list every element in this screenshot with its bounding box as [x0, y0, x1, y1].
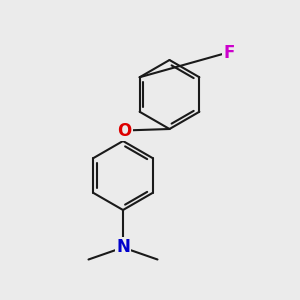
Text: F: F [224, 44, 235, 62]
Text: O: O [117, 122, 132, 140]
Text: N: N [116, 238, 130, 256]
